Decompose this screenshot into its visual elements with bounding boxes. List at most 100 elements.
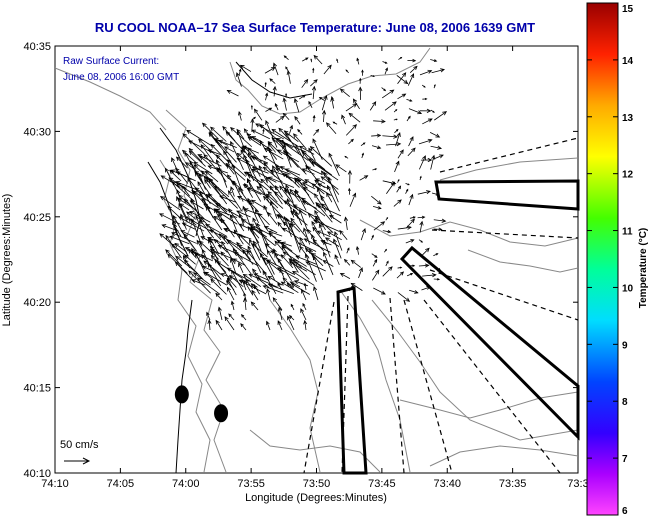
x-tick-label: 74:05 xyxy=(107,478,135,490)
current-vector xyxy=(302,57,309,62)
current-vector xyxy=(269,185,283,205)
current-vector xyxy=(241,146,254,163)
current-vector xyxy=(373,287,386,295)
current-vector xyxy=(339,272,351,279)
current-vector xyxy=(409,216,416,219)
current-vector xyxy=(405,188,409,194)
current-vector xyxy=(433,227,443,232)
range-rays xyxy=(303,137,579,474)
y-tick-label: 40:25 xyxy=(23,212,51,224)
current-vector xyxy=(345,69,349,74)
current-vector xyxy=(312,67,315,74)
current-vector xyxy=(371,253,378,258)
current-vector xyxy=(263,226,278,234)
current-vector xyxy=(289,124,293,134)
current-vector xyxy=(237,233,251,246)
current-vector xyxy=(343,258,351,266)
current-vector xyxy=(195,251,205,272)
current-vector xyxy=(397,225,412,230)
current-vector xyxy=(292,204,318,219)
current-vector xyxy=(238,68,242,75)
current-vector xyxy=(344,155,349,159)
surface-current-vectors xyxy=(159,54,448,331)
current-vector xyxy=(274,102,279,111)
current-vector xyxy=(236,152,247,162)
current-vector xyxy=(200,236,214,244)
current-vector xyxy=(160,175,181,188)
current-vector xyxy=(260,252,275,281)
current-vector xyxy=(381,87,387,92)
current-vector xyxy=(289,315,295,321)
current-vector xyxy=(238,213,245,226)
current-vector xyxy=(295,255,317,265)
current-vector xyxy=(300,150,326,171)
current-vector xyxy=(210,278,227,295)
current-vector xyxy=(205,205,223,231)
y-tick-label: 40:15 xyxy=(23,383,51,395)
current-vector xyxy=(226,159,247,177)
current-vector xyxy=(214,138,237,163)
current-vector xyxy=(198,240,214,255)
current-vector xyxy=(371,133,382,138)
current-vector xyxy=(277,306,283,321)
current-vector xyxy=(419,220,424,233)
current-vector xyxy=(264,67,276,74)
current-vector xyxy=(250,118,255,132)
current-vector xyxy=(397,149,404,159)
current-vector xyxy=(418,239,424,243)
current-vector xyxy=(433,277,441,281)
current-vector xyxy=(293,133,307,150)
y-axis-ticks: 40:10 40:15 40:20 40:25 40:30 40:35 xyxy=(23,41,578,480)
current-vector xyxy=(277,320,283,331)
current-vector xyxy=(266,288,271,301)
current-vector xyxy=(271,128,299,147)
current-vector xyxy=(406,99,413,102)
current-vector xyxy=(266,259,294,275)
current-vector xyxy=(274,240,284,252)
current-vector xyxy=(210,126,227,142)
current-vector xyxy=(253,108,263,121)
current-vector xyxy=(183,198,205,220)
buoy-marker xyxy=(214,404,229,423)
current-vector xyxy=(191,279,206,286)
current-vector xyxy=(408,136,414,147)
current-vector xyxy=(216,261,243,279)
current-vector xyxy=(418,155,426,170)
current-vector xyxy=(422,118,433,125)
current-vector xyxy=(418,138,433,145)
current-vector xyxy=(397,292,411,302)
current-vector xyxy=(230,300,235,311)
current-vector xyxy=(230,186,235,197)
colorbar-tick-label: 6 xyxy=(622,506,628,517)
current-vector xyxy=(209,245,229,267)
current-vector xyxy=(203,203,223,216)
current-vector xyxy=(320,170,340,195)
current-vector xyxy=(430,145,443,150)
current-vector xyxy=(430,109,435,113)
current-vector xyxy=(193,190,220,210)
current-vector xyxy=(285,184,294,203)
current-vector xyxy=(328,152,340,177)
current-vector xyxy=(303,282,307,291)
current-vector xyxy=(405,183,410,186)
current-vector xyxy=(297,128,303,135)
current-vector xyxy=(242,205,251,226)
current-vector xyxy=(262,285,284,294)
current-vector xyxy=(393,199,402,207)
current-vector xyxy=(348,138,354,145)
current-vector xyxy=(327,184,340,212)
current-vector xyxy=(393,108,398,113)
x-axis-label: Longitude (Degrees:Minutes) xyxy=(245,492,387,504)
current-vector xyxy=(347,187,351,195)
current-vector xyxy=(218,139,237,148)
current-vector xyxy=(282,97,287,111)
current-vector xyxy=(226,280,235,291)
x-tick-label: 73:40 xyxy=(433,478,461,490)
current-vector xyxy=(434,111,448,121)
current-vector xyxy=(265,120,278,148)
current-vector xyxy=(246,133,270,150)
current-vector xyxy=(292,270,315,286)
current-vector xyxy=(176,182,195,195)
current-vector xyxy=(273,62,279,76)
current-vector xyxy=(180,230,195,238)
